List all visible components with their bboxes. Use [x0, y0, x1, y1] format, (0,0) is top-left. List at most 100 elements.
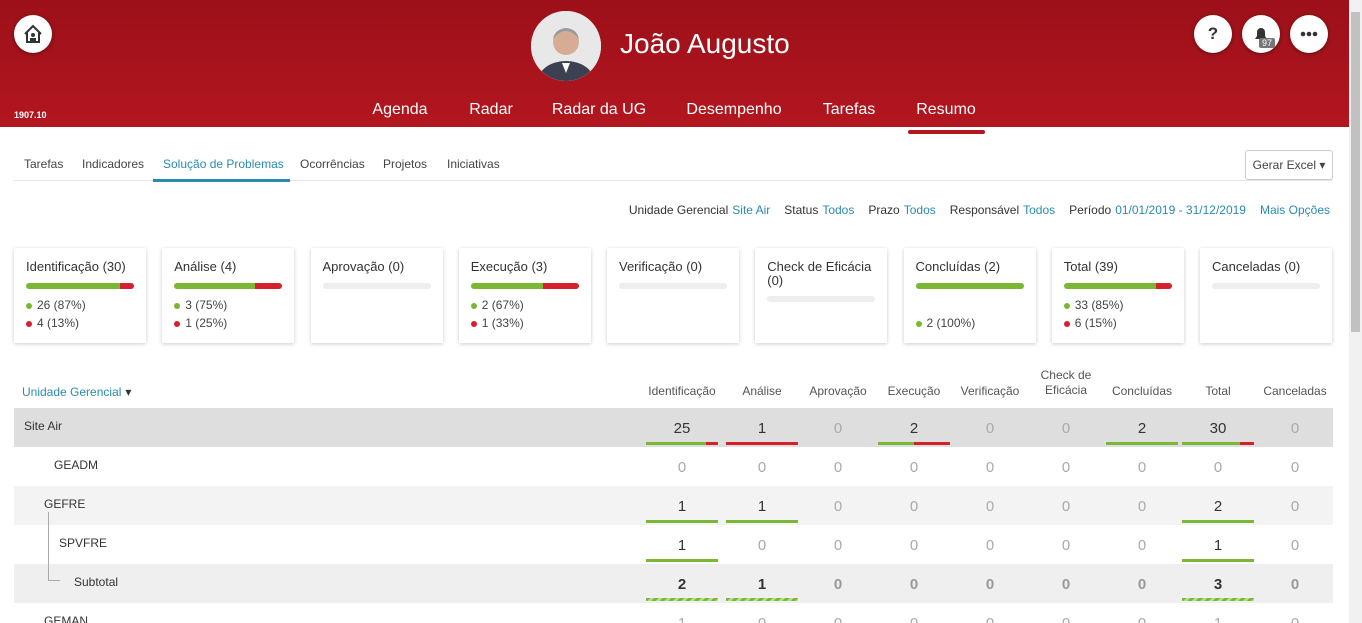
- summary-card[interactable]: Canceladas (0): [1200, 248, 1332, 343]
- nav-item[interactable]: Agenda: [372, 101, 428, 118]
- card-item: 2 (67%): [470, 298, 524, 312]
- cell-value: 0: [757, 537, 767, 554]
- dot: [915, 320, 922, 327]
- column-header: Verificação: [960, 384, 1020, 398]
- card-bar: [322, 283, 431, 289]
- filter[interactable]: Status Todos: [784, 203, 854, 217]
- cell-value: 2: [909, 420, 919, 437]
- filter-value: Todos: [1023, 203, 1056, 217]
- cell-bar: [1182, 598, 1254, 601]
- table-row[interactable]: Subtotal 2 1 0 0 0 0 0 3 0: [14, 564, 1333, 604]
- cell-value: 1: [644, 615, 720, 623]
- nav-item[interactable]: Tarefas: [822, 101, 876, 118]
- tab[interactable]: Ocorrências: [300, 157, 365, 171]
- card-bar: [1212, 283, 1320, 289]
- cell-value: 0: [909, 498, 919, 515]
- cell-value: 0: [1257, 615, 1333, 623]
- table-row[interactable]: GEFRE 1 1 0 0 0 0 0 2 0: [14, 486, 1333, 526]
- filter-value: Todos: [903, 203, 936, 217]
- cell-value: 0: [1290, 498, 1300, 515]
- tab[interactable]: Indicadores: [82, 157, 145, 171]
- home-button[interactable]: [14, 15, 52, 53]
- card-item-label: 3 (75%): [185, 298, 228, 312]
- more-button[interactable]: [1290, 15, 1328, 53]
- cell-bar-green: [1182, 559, 1254, 562]
- cell-bar-green: [646, 520, 718, 523]
- more-options[interactable]: Mais Opções: [1259, 203, 1330, 217]
- cell-bar: [646, 598, 718, 601]
- column-header: Execução: [887, 384, 941, 398]
- cell-value: 0: [1104, 615, 1180, 623]
- card-title: Total (39): [1063, 259, 1118, 274]
- row-name: GEADM: [54, 458, 99, 472]
- filter-label: Prazo: [868, 203, 900, 217]
- cell-value: 1: [757, 498, 767, 515]
- card-item-label: 2 (67%): [481, 298, 524, 312]
- summary-card[interactable]: Aprovação (0): [310, 248, 443, 343]
- cell-value: 0: [1213, 459, 1223, 476]
- dot: [1063, 320, 1070, 327]
- bar-red: [255, 283, 283, 289]
- cell-value: 0: [677, 459, 687, 476]
- summary-card[interactable]: Verificação (0): [607, 248, 739, 343]
- row-name: Subtotal: [74, 575, 119, 589]
- cell-value: 0: [985, 498, 995, 515]
- group-header[interactable]: Unidade Gerencial ▾: [22, 385, 131, 399]
- help-button[interactable]: ?: [1194, 15, 1232, 53]
- filter-value: Todos: [822, 203, 855, 217]
- summary-card[interactable]: Análise (4) 3 (75%) 1 (25%): [162, 248, 295, 343]
- card-title: Análise (4): [174, 259, 237, 274]
- summary-card[interactable]: Execução (3) 2 (67%) 1 (33%): [458, 248, 591, 343]
- tab[interactable]: Iniciativas: [447, 157, 500, 171]
- cell-value: 0: [757, 459, 767, 476]
- card-item: 3 (75%): [174, 298, 227, 312]
- nav-item[interactable]: Resumo: [916, 101, 976, 118]
- cell-value: 2: [677, 576, 687, 593]
- filter[interactable]: Unidade Gerencial Site Air: [629, 203, 770, 217]
- card-item: 2 (100%): [915, 316, 975, 330]
- group-header-label: Unidade Gerencial: [22, 385, 122, 399]
- card-item: 1 (33%): [470, 316, 524, 330]
- cell-value: 0: [1290, 576, 1300, 593]
- filter[interactable]: Prazo Todos: [868, 203, 935, 217]
- card-title: Execução (3): [470, 259, 548, 274]
- summary-card[interactable]: Check de Eficácia (0): [755, 248, 888, 343]
- tab[interactable]: Projetos: [383, 157, 428, 171]
- filter-label: Responsável: [949, 203, 1020, 217]
- column-header: Total: [1205, 384, 1231, 398]
- card-title: Check de Eficácia (0): [767, 259, 872, 288]
- tree-line: [48, 512, 49, 580]
- bar-red: [1155, 283, 1172, 289]
- tabs-divider: [14, 180, 1333, 181]
- nav-item[interactable]: Radar: [469, 101, 513, 118]
- nav-item[interactable]: Radar da UG: [551, 101, 647, 118]
- filter[interactable]: Período 01/01/2019 - 31/12/2019: [1069, 203, 1246, 217]
- cell-value: 0: [1137, 498, 1147, 515]
- summary-card[interactable]: Total (39) 33 (85%) 6 (15%): [1051, 248, 1184, 343]
- table-row[interactable]: GEMAN100000010: [14, 603, 1333, 623]
- cell-value: 30: [1209, 420, 1227, 437]
- cell-value: 0: [1137, 576, 1147, 593]
- summary-card[interactable]: Concluídas (2) 2 (100%): [903, 248, 1036, 343]
- dot: [26, 302, 32, 309]
- cell-value: 0: [1290, 537, 1300, 554]
- table-row[interactable]: Site Air 25 1 0 2 0 0 2 30 0: [14, 408, 1333, 448]
- tab[interactable]: Tarefas: [24, 157, 64, 171]
- table-row[interactable]: SPVFRE 1 0 0 0 0 0 0 1 0: [14, 525, 1333, 565]
- cell-value: 0: [909, 537, 919, 554]
- summary-card[interactable]: Identificação (30) 26 (87%) 4 (13%): [14, 248, 146, 343]
- table-row[interactable]: GEADM 0 0 0 0 0 0 0 0 0: [14, 447, 1333, 487]
- cell-value: 0: [985, 420, 995, 437]
- cell-value: 1: [677, 537, 687, 554]
- dot: [174, 302, 181, 309]
- export-button[interactable]: Gerar Excel ▾: [1245, 150, 1333, 180]
- cell-value: 3: [1213, 576, 1223, 593]
- row-name: SPVFRE: [59, 536, 108, 550]
- tab[interactable]: Solução de Problemas: [163, 157, 284, 171]
- nav-item[interactable]: Desempenho: [686, 101, 782, 118]
- cell-bar: [726, 598, 798, 601]
- cell-value: 0: [833, 420, 843, 437]
- filter-label: Status: [784, 203, 819, 217]
- filter[interactable]: Responsável Todos: [950, 203, 1055, 217]
